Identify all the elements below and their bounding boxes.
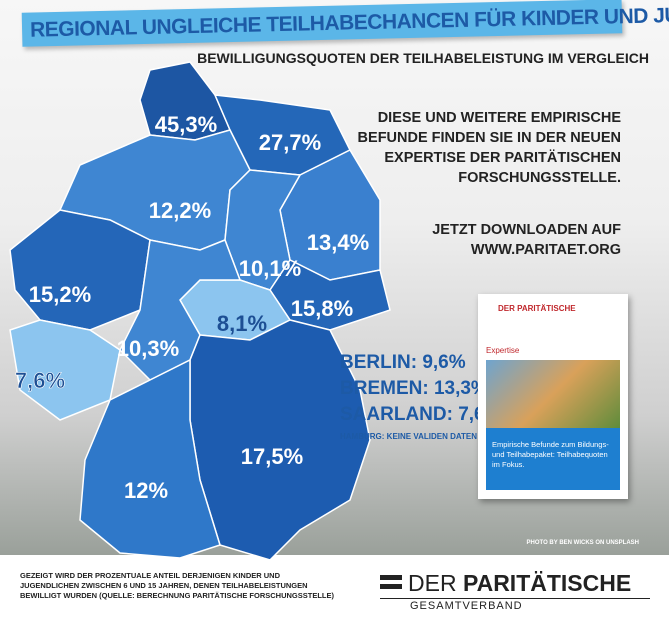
region-label: 8,1% — [217, 311, 267, 336]
city-state-value: BERLIN: 9,6% — [340, 352, 466, 374]
brochure-photo — [486, 360, 620, 428]
region-label: 10,3% — [117, 336, 179, 361]
footnote-line: BEWILLIGT WURDEN (QUELLE: BERECHNUNG PAR… — [20, 591, 334, 601]
logo-mark — [380, 575, 402, 580]
promo-line: DIESE UND WEITERE EMPIRISCHE — [358, 108, 621, 128]
promo-line: FORSCHUNGSSTELLE. — [358, 168, 621, 188]
logo: DER PARITÄTISCHE — [408, 570, 631, 597]
logo-subline: GESAMTVERBAND — [410, 600, 523, 612]
brochure-title: Empirische Befunde zum Bildungs- und Tei… — [492, 440, 616, 470]
brochure-label: Expertise — [486, 346, 519, 355]
region-label: 12,2% — [149, 198, 211, 223]
footnote-line: JUGENDLICHEN ZWISCHEN 6 UND 15 JAHREN, D… — [20, 581, 334, 591]
photo-credit: PHOTO BY BEN WICKS ON UNSPLASH — [527, 540, 639, 546]
download: JETZT DOWNLOADEN AUF WWW.PARITAET.ORG — [432, 220, 621, 260]
footnote: GEZEIGT WIRD DER PROZENTUALE ANTEIL DERJ… — [20, 571, 334, 601]
region-label: 13,4% — [307, 230, 369, 255]
brochure-logo: DER PARITÄTISCHE — [498, 304, 576, 313]
infographic: REGIONAL UNGLEICHE TEILHABECHANCEN FÜR K… — [0, 0, 669, 624]
download-line: JETZT DOWNLOADEN AUF — [432, 220, 621, 240]
region-label: 27,7% — [259, 130, 321, 155]
promo-line: BEFUNDE FINDEN SIE IN DER NEUEN — [358, 128, 621, 148]
promo-line: EXPERTISE DER PARITÄTISCHEN — [358, 148, 621, 168]
logo-rule — [380, 598, 650, 599]
region-label: 12% — [124, 478, 168, 503]
city-state-note: HAMBURG: KEINE VALIDEN DATEN — [340, 432, 477, 441]
region-label: 7,6% — [15, 368, 65, 393]
region-label: 15,2% — [29, 282, 91, 307]
region-label: 17,5% — [241, 444, 303, 469]
logo-word: DER — [408, 570, 457, 596]
city-state-value: BREMEN: 13,3% — [340, 378, 488, 400]
brochure: DER PARITÄTISCHE Expertise Empirische Be… — [478, 294, 628, 499]
region-label: 10,1% — [239, 256, 301, 281]
logo-word: PARITÄTISCHE — [463, 570, 631, 596]
promo-text: DIESE UND WEITERE EMPIRISCHE BEFUNDE FIN… — [358, 108, 621, 188]
region-label: 45,3% — [155, 112, 217, 137]
download-line: WWW.PARITAET.ORG — [432, 240, 621, 260]
region-label: 15,8% — [291, 296, 353, 321]
footnote-line: GEZEIGT WIRD DER PROZENTUALE ANTEIL DERJ… — [20, 571, 334, 581]
